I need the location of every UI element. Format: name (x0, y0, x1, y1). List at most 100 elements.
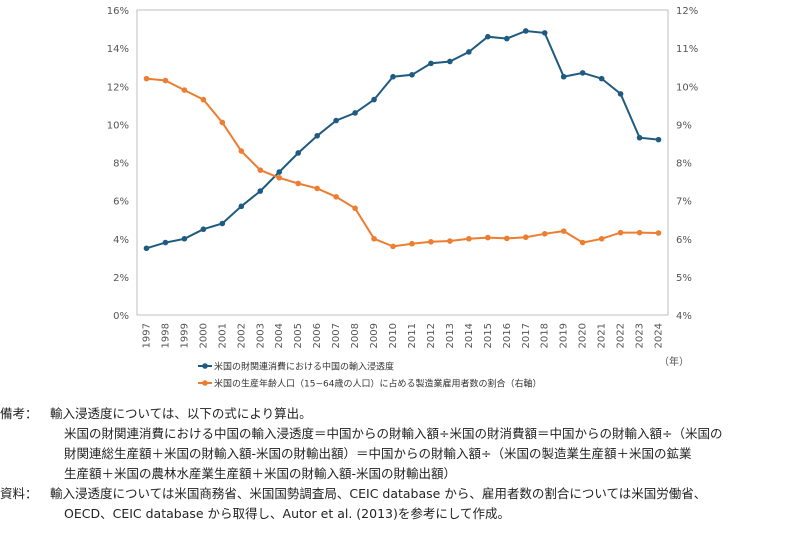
x-tick-label: 2001 (217, 323, 228, 348)
series-point-1 (390, 73, 396, 80)
legend-swatch-marker (202, 363, 208, 369)
series-point-1 (276, 169, 283, 175)
biko-line: 財関連総生産額＋米国の財輸入額-米国の財輸出額）＝中国からの財輸入額÷（米国の製… (64, 446, 692, 461)
x-tick-label: 2009 (369, 323, 380, 348)
series-point-1 (447, 58, 453, 65)
x-tick-label: 2020 (578, 323, 589, 348)
series-point-1 (200, 226, 207, 233)
y-left-tick-label: 12% (107, 82, 129, 93)
series-point-1 (504, 35, 510, 42)
series-point-2 (257, 167, 264, 173)
series-point-2 (579, 239, 586, 246)
series-point-1 (162, 239, 169, 246)
series-point-2 (276, 174, 283, 181)
x-tick-label: 2007 (331, 323, 342, 348)
x-tick-label: 1999 (179, 323, 190, 348)
x-tick-label: 2014 (464, 323, 475, 348)
series-point-1 (579, 70, 586, 76)
series-point-1 (466, 49, 472, 55)
series-point-2 (238, 148, 245, 154)
legend-label: 米国の生産年齢人口（15~64歳の人口）に占める製造業雇用者数の割合（右軸） (214, 378, 541, 390)
series-point-2 (371, 235, 377, 242)
line-chart: 0% 2% 4% 6% 8% 10% 12% 14% 16% 4% 5% 6% 7% 8% 9% 10% 11%… (107, 6, 698, 390)
series-point-1 (238, 203, 245, 210)
x-tick-label: 1998 (160, 323, 171, 348)
series-point-1 (617, 91, 624, 97)
y-right-tick-label: 4% (676, 311, 692, 322)
biko-line: 輸入浸透度については、以下の式により算出。 (50, 406, 312, 421)
series-point-2 (390, 243, 396, 250)
series-point-1 (522, 28, 529, 34)
x-tick-label: 2018 (540, 323, 551, 348)
x-tick-label: 2008 (350, 323, 361, 348)
series-point-1 (636, 134, 643, 141)
series-point-1 (541, 30, 548, 36)
series-point-2 (598, 235, 605, 242)
series-point-1 (485, 33, 491, 40)
biko-line: 生産額＋米国の農林水産業生産額＋米国の財輸入額-米国の財輸出額） (64, 466, 457, 481)
series-point-1 (257, 188, 264, 194)
series-point-2 (181, 87, 188, 93)
shiryo-label: 資料： (0, 486, 38, 501)
notes-section: 備考： 輸入浸透度については、以下の式により算出。 米国の財関連消費における中国… (0, 404, 800, 524)
series-point-2 (617, 229, 624, 236)
series-line-1 (146, 29, 659, 250)
x-tick-label: 2016 (502, 323, 513, 348)
x-tick-label: 2010 (388, 323, 399, 348)
shiryo-line: OECD、CEIC database から取得し、Autor et al. (2… (64, 506, 511, 521)
x-tick-label: 2004 (274, 323, 285, 348)
x-tick-label: 2000 (198, 323, 209, 348)
y-left-tick-label: 6% (113, 197, 129, 208)
y-right-tick-label: 6% (676, 235, 692, 246)
series-point-2 (560, 228, 567, 234)
series-point-2 (447, 238, 453, 244)
series-point-2 (655, 230, 662, 236)
series-point-1 (143, 245, 150, 252)
x-tick-label: 2002 (236, 323, 247, 348)
y-left-tick-label: 16% (107, 6, 129, 17)
series-point-2 (200, 96, 207, 103)
series-point-1 (655, 136, 662, 143)
y-left-tick-label: 10% (107, 120, 129, 131)
biko-block: 備考： 輸入浸透度については、以下の式により算出。 米国の財関連消費における中国… (0, 404, 800, 484)
legend-swatch-marker (202, 380, 208, 386)
x-tick-label: 2021 (597, 323, 608, 348)
series-point-2 (522, 234, 529, 241)
y-right-tick-label: 11% (676, 44, 698, 55)
x-tick-label: 2012 (426, 323, 437, 348)
series-point-2 (143, 75, 150, 82)
series-point-1 (219, 220, 226, 227)
y-right-tick-label: 7% (676, 197, 692, 208)
x-tick-label: 2024 (654, 323, 665, 348)
series-point-2 (409, 240, 415, 247)
series-point-1 (333, 117, 339, 124)
series-point-2 (504, 235, 510, 242)
x-tick-label: 2022 (616, 323, 627, 348)
shiryo-line: 輸入浸透度については米国商務省、米国国勢調査局、CEIC database から… (50, 486, 707, 501)
series-point-2 (428, 239, 434, 245)
series-point-1 (409, 72, 415, 78)
x-tick-label: 2017 (521, 323, 532, 348)
y-left-tick-label: 14% (107, 44, 129, 55)
series-point-1 (295, 150, 301, 156)
series-point-2 (333, 194, 339, 200)
x-tick-label: 2011 (407, 323, 418, 348)
x-tick-label: 2013 (445, 323, 456, 348)
series-point-1 (352, 110, 358, 116)
y-left-tick-label: 2% (113, 273, 129, 284)
biko-label: 備考： (0, 406, 38, 421)
series-point-1 (314, 133, 320, 139)
series-point-1 (428, 60, 434, 67)
series-point-1 (181, 235, 188, 242)
x-tick-label: 1997 (141, 323, 152, 348)
legend-label: 米国の財関連消費における中国の輸入浸透度 (214, 361, 394, 373)
series-point-1 (560, 73, 567, 80)
series-point-2 (466, 235, 472, 242)
x-tick-label: 2005 (293, 323, 304, 348)
series-point-2 (295, 180, 301, 187)
x-tick-label: 2023 (635, 323, 646, 348)
x-tick-label: 2003 (255, 323, 266, 348)
y-left-tick-label: 0% (113, 311, 129, 322)
series-point-2 (352, 205, 358, 212)
series-point-1 (598, 75, 605, 82)
